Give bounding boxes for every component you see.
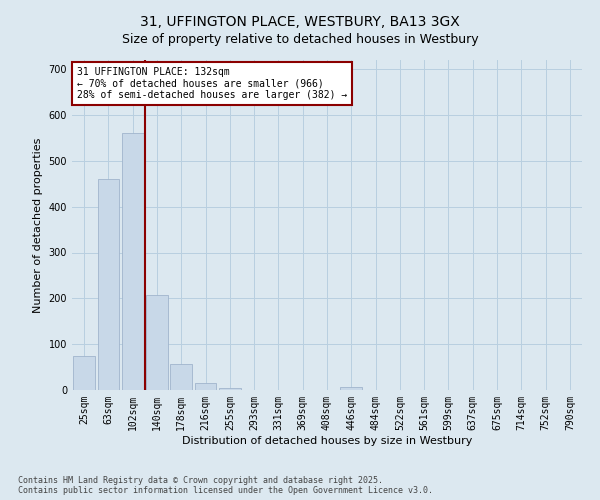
Bar — [73, 356, 95, 390]
Text: 31, UFFINGTON PLACE, WESTBURY, BA13 3GX: 31, UFFINGTON PLACE, WESTBURY, BA13 3GX — [140, 15, 460, 29]
Text: Size of property relative to detached houses in Westbury: Size of property relative to detached ho… — [122, 32, 478, 46]
Bar — [170, 364, 192, 390]
Y-axis label: Number of detached properties: Number of detached properties — [33, 138, 43, 312]
Bar — [122, 134, 143, 390]
Bar — [340, 387, 362, 390]
Text: Contains HM Land Registry data © Crown copyright and database right 2025.
Contai: Contains HM Land Registry data © Crown c… — [18, 476, 433, 495]
Bar — [146, 295, 168, 390]
Bar — [219, 388, 241, 390]
Bar — [97, 179, 119, 390]
Text: 31 UFFINGTON PLACE: 132sqm
← 70% of detached houses are smaller (966)
28% of sem: 31 UFFINGTON PLACE: 132sqm ← 70% of deta… — [77, 66, 347, 100]
Bar — [194, 383, 217, 390]
X-axis label: Distribution of detached houses by size in Westbury: Distribution of detached houses by size … — [182, 436, 472, 446]
